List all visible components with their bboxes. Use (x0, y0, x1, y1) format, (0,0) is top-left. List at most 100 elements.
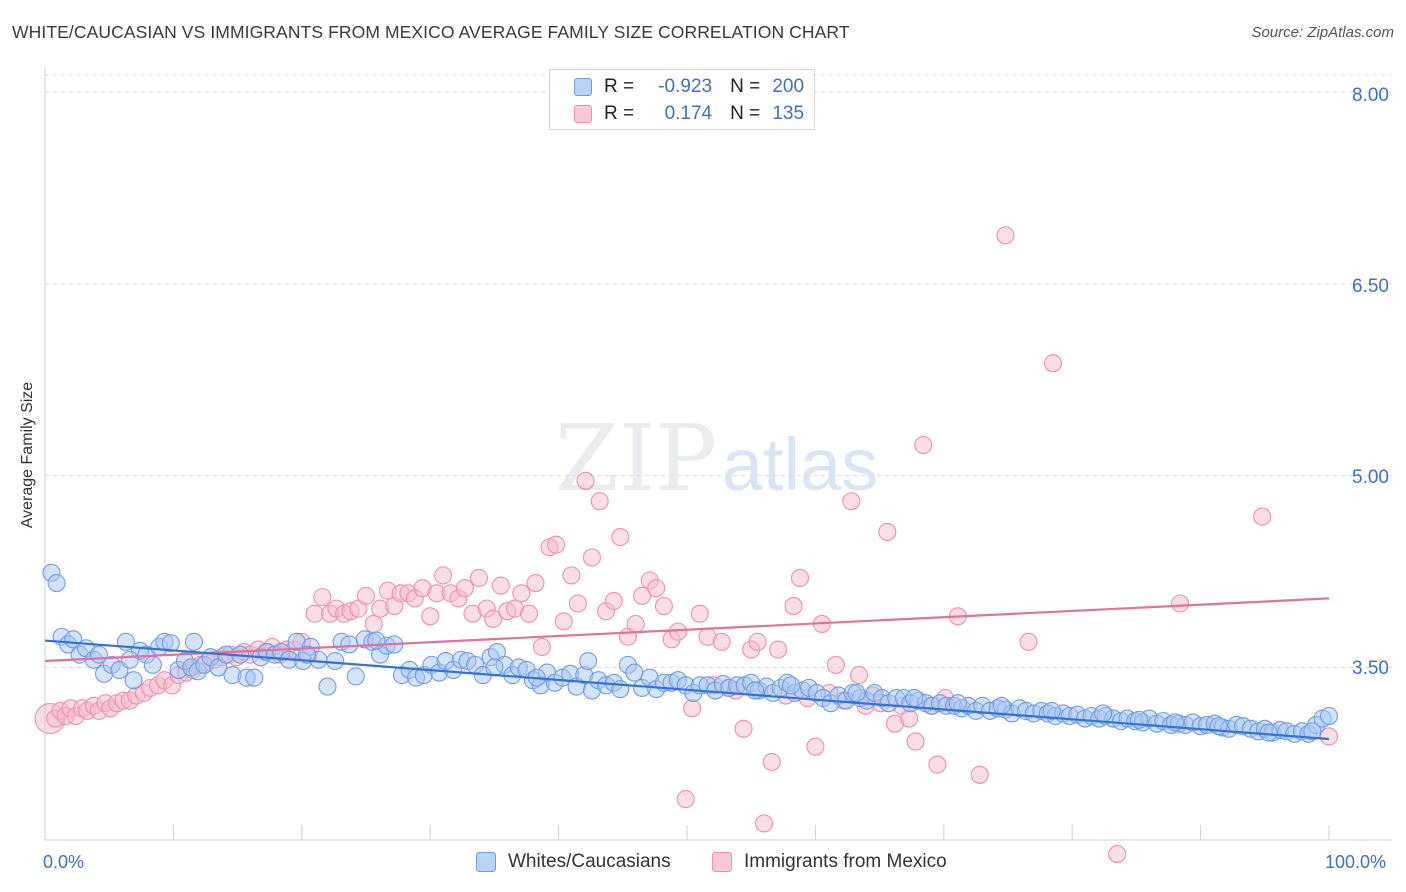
data-point-mexico (1108, 845, 1127, 864)
data-point-mexico (546, 535, 566, 554)
chart-title: WHITE/CAUCASIAN VS IMMIGRANTS FROM MEXIC… (12, 22, 850, 42)
watermark: ZIP atlas (555, 405, 878, 512)
y-tick-label-3-5: 3.50 (1352, 658, 1389, 679)
data-point-mexico (762, 752, 781, 772)
data-point-whites (120, 650, 139, 669)
data-point-mexico (842, 492, 861, 511)
data-point-whites (184, 632, 203, 651)
data-point-whites (1042, 701, 1061, 720)
data-point-mexico (906, 732, 925, 751)
data-point-mexico (790, 568, 810, 587)
data-point-mexico (611, 527, 630, 547)
data-point-mexico (491, 576, 510, 595)
data-point-mexico (554, 612, 573, 631)
data-point-mexico (455, 579, 474, 598)
data-point-mexico (469, 568, 489, 587)
data-point-mexico (512, 584, 531, 603)
data-point-whites (318, 677, 337, 696)
y-tick-label-8: 8.00 (1352, 85, 1389, 106)
data-point-mexico (900, 709, 919, 728)
data-point-mexico (633, 586, 652, 605)
data-point-mexico (683, 699, 702, 718)
data-point-mexico (712, 632, 731, 651)
data-point-mexico (806, 737, 825, 756)
data-point-whites (340, 635, 359, 654)
data-point-whites (161, 634, 180, 653)
data-point-mexico (364, 614, 383, 634)
data-point-mexico (748, 632, 767, 651)
data-point-mexico (676, 790, 695, 809)
data-point-mexico (421, 607, 440, 626)
data-point-whites (948, 694, 967, 713)
data-point-mexico (582, 548, 602, 567)
x-tick-label-min: 0.0% (43, 852, 85, 872)
data-point-mexico (914, 435, 933, 455)
data-point-whites (1259, 723, 1278, 742)
legend-n-label: N = (730, 76, 761, 97)
series-legend-mexico: Immigrants from Mexico (712, 851, 947, 873)
legend-swatch-blue (574, 78, 592, 96)
data-point-mexico (484, 609, 503, 628)
legend-r-label: R = (604, 103, 635, 124)
trend-line-whites (44, 639, 1330, 741)
data-point-mexico (532, 637, 551, 657)
legend-swatch-pink (574, 105, 592, 123)
data-point-whites (367, 631, 386, 650)
data-point-whites (47, 574, 66, 593)
watermark-atlas: atlas (722, 423, 878, 506)
data-point-mexico (433, 566, 453, 585)
x-tick-label-max: 100.0% (1325, 852, 1387, 872)
data-point-whites (1093, 704, 1113, 723)
data-point-whites (297, 645, 316, 664)
data-point-mexico (668, 622, 688, 641)
data-point-whites (625, 663, 644, 682)
data-point-mexico (1043, 354, 1062, 373)
data-point-whites (847, 683, 866, 703)
data-point-mexico (878, 522, 897, 541)
data-point-mexico (654, 597, 673, 616)
watermark-zip: ZIP (555, 405, 717, 512)
data-point-mexico (1019, 632, 1038, 651)
data-point-mexico (734, 719, 753, 738)
data-point-whites (1319, 706, 1339, 726)
data-point-whites (1303, 722, 1322, 741)
data-point-mexico (647, 579, 666, 598)
legend-n-value: 135 (772, 103, 805, 124)
data-point-whites (1209, 717, 1228, 736)
data-point-whites (781, 676, 801, 695)
series-legend-whites: Whites/Caucasians (476, 851, 671, 873)
data-point-mexico (526, 574, 545, 593)
data-point-mexico (996, 226, 1015, 245)
data-point-mexico (626, 614, 645, 634)
data-point-mexico (928, 755, 947, 774)
data-point-mexico (1171, 594, 1190, 613)
data-point-whites (143, 655, 162, 674)
trend-line-mexico (44, 597, 1330, 663)
data-point-mexico (1319, 727, 1339, 746)
y-tick-label-5: 5.00 (1352, 467, 1389, 488)
data-point-mexico (850, 666, 869, 685)
data-point-whites (485, 658, 504, 677)
data-point-mexico (769, 640, 788, 659)
y-tick-label-6-5: 6.50 (1352, 276, 1389, 297)
data-point-mexico (784, 597, 803, 616)
data-point-mexico (520, 604, 539, 623)
data-point-mexico (568, 594, 587, 613)
data-point-whites (579, 651, 598, 671)
data-point-mexico (826, 655, 845, 674)
data-point-whites (326, 651, 345, 671)
data-point-mexico (590, 492, 609, 511)
data-point-whites (992, 696, 1011, 715)
series-legend: Whites/Caucasians Immigrants from Mexico (0, 851, 1406, 877)
chart-source: Source: ZipAtlas.com (1251, 24, 1394, 41)
data-point-mexico (356, 586, 376, 605)
data-point-whites (346, 667, 365, 686)
data-point-mexico (305, 604, 324, 623)
legend-row-whites: R = -0.923 N = 200 (574, 75, 808, 99)
series-swatch-pink (712, 852, 732, 872)
data-point-whites (245, 668, 264, 687)
data-point-mexico (313, 588, 332, 607)
legend-r-value: -0.923 (658, 76, 713, 97)
series-legend-label: Whites/Caucasians (508, 851, 671, 872)
